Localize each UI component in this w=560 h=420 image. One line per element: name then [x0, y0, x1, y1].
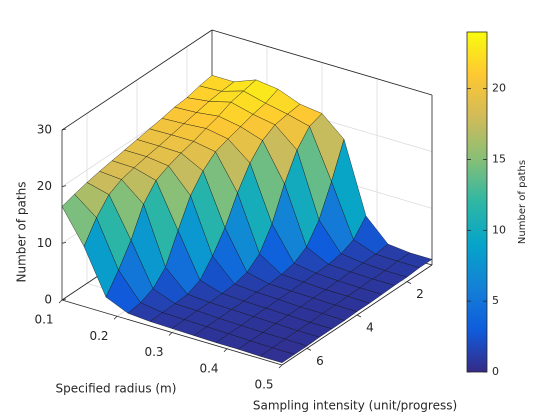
z-tick-label: 30	[37, 123, 52, 137]
axis-line	[61, 29, 213, 131]
tick-mark	[58, 299, 63, 304]
x-tick-label: 0.5	[254, 378, 273, 392]
surface	[61, 75, 433, 363]
tick-mark	[278, 364, 283, 369]
colorbar-tick-label: 5	[492, 294, 499, 307]
colorbar-tick-label: 0	[492, 365, 499, 378]
z-tick-label: 0	[44, 293, 52, 307]
labels: 0.1 0.2 0.3 0.4 0.5 2 4 6 0 10 20 30	[34, 123, 423, 392]
z-axis-label: Number of paths	[15, 182, 29, 283]
x-axis-label: Specified radius (m)	[56, 382, 177, 396]
x-tick-label: 0.2	[89, 329, 108, 343]
tick-mark	[113, 315, 118, 320]
y-tick-label: 4	[366, 321, 374, 335]
colorbar-tick-label: 20	[492, 82, 506, 95]
y-axis-label: Sampling intensity (unit/progress)	[253, 399, 457, 413]
colorbar-label: Number of paths	[517, 160, 528, 244]
tick-mark	[61, 298, 67, 301]
x-tick-label: 0.1	[34, 313, 53, 327]
y-tick-label: 6	[316, 354, 324, 368]
colorbar-tick-label: 10	[492, 223, 506, 236]
colorbar-tick-label: 15	[492, 153, 506, 166]
tick-mark	[61, 241, 67, 244]
tick-mark	[168, 332, 173, 336]
tick-mark	[406, 281, 412, 285]
z-tick-label: 20	[37, 179, 52, 193]
tick-mark	[306, 347, 312, 351]
colorbar	[466, 31, 488, 373]
tick-mark	[61, 128, 67, 131]
x-tick-label: 0.4	[199, 361, 218, 375]
tick-mark	[61, 185, 67, 188]
tick-mark	[356, 314, 362, 318]
x-tick-label: 0.3	[144, 345, 163, 359]
y-tick-label: 2	[416, 287, 424, 301]
axis-line	[211, 29, 433, 96]
z-tick-label: 10	[37, 236, 52, 250]
surface-cell	[259, 347, 296, 363]
tick-mark	[223, 348, 228, 353]
